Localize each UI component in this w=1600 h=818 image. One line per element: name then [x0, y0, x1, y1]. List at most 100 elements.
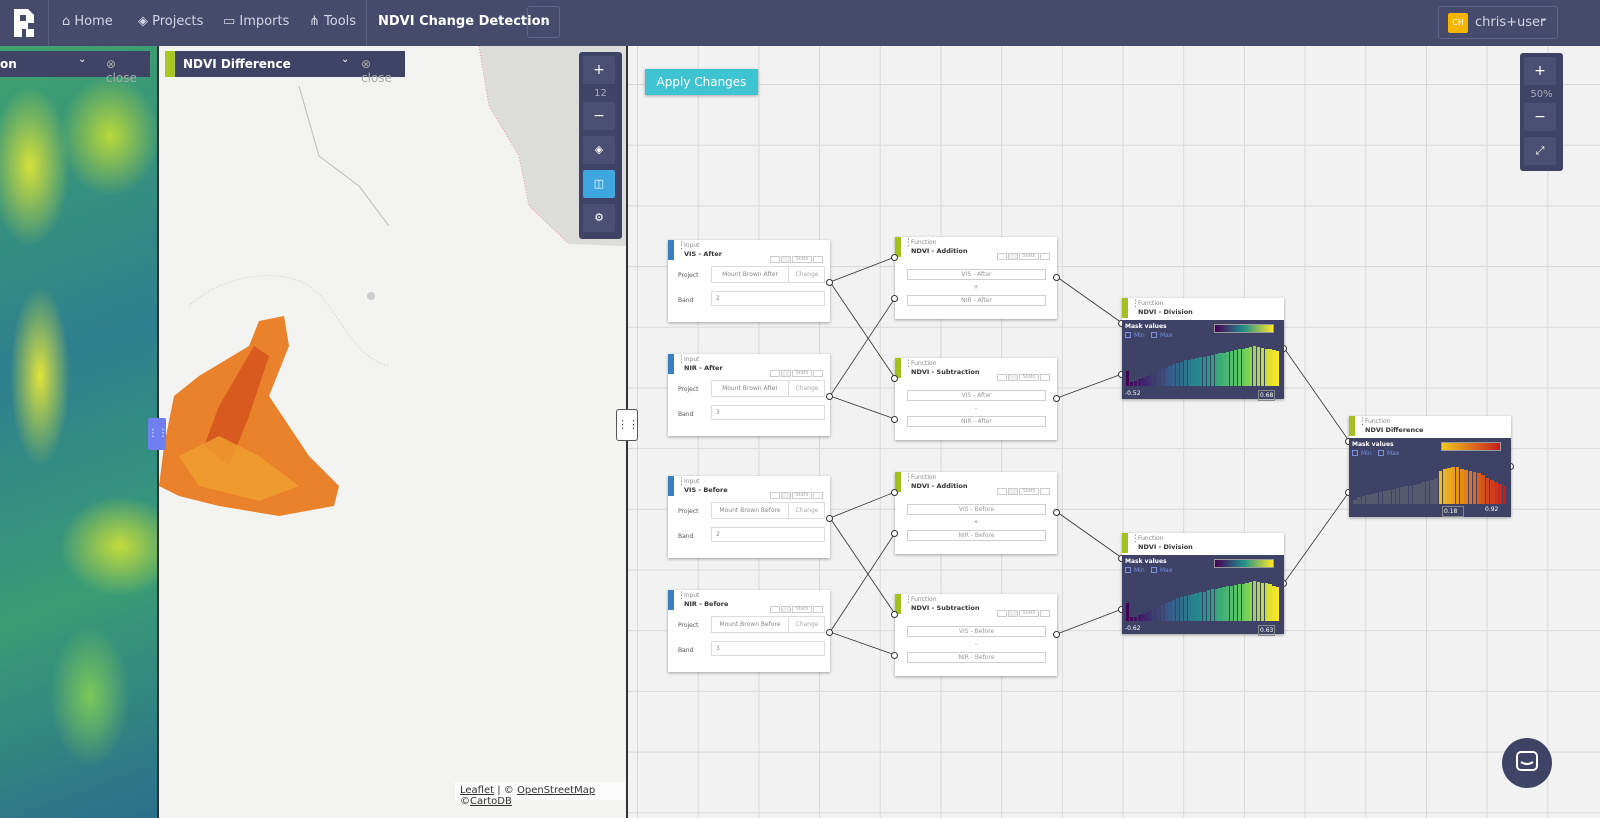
user-menu[interactable]: CH chris+user ⌄ — [1438, 6, 1558, 39]
band-field[interactable]: 2 — [711, 291, 825, 306]
change-button[interactable]: Change — [788, 267, 825, 282]
icon-button[interactable] — [997, 253, 1007, 260]
drag-dots[interactable]: ⋮ — [904, 473, 913, 483]
stats-button[interactable]: Stats — [792, 370, 812, 377]
node[interactable]: ⋮ Input NIR - Before Stats Project Mount Brow… — [668, 590, 833, 672]
icon-button[interactable] — [781, 606, 791, 613]
node[interactable]: ⋮ Function NDVI - Subtraction Stats VIS - Af… — [891, 358, 1060, 440]
menu-button[interactable] — [1040, 610, 1050, 617]
icon-button[interactable] — [770, 256, 780, 263]
checkbox[interactable] — [1151, 567, 1157, 573]
split-button[interactable]: ◫ — [583, 170, 615, 198]
band-field[interactable]: 3 — [711, 405, 825, 420]
icon-button[interactable] — [781, 370, 791, 377]
layer-panel: NDVI Difference ⌄ ⊗ close — [165, 51, 405, 85]
link[interactable]: CartoDB — [470, 796, 512, 807]
drag-dots[interactable]: ⋮ — [677, 355, 686, 365]
menu-button[interactable] — [1040, 488, 1050, 495]
menu-button[interactable] — [813, 606, 823, 613]
colorbar[interactable] — [1214, 324, 1274, 333]
drag-dots[interactable]: ⋮ — [904, 595, 913, 605]
menu-button[interactable] — [813, 492, 823, 499]
change-button[interactable]: Change — [788, 503, 825, 518]
apply-button[interactable]: Apply Changes — [645, 69, 758, 95]
icon-button[interactable] — [1008, 253, 1018, 260]
node[interactable]: ⋮ Input VIS - Before Stats Project Mount Brow… — [668, 476, 833, 558]
stats-button[interactable]: Stats — [1019, 610, 1039, 617]
node[interactable]: ⋮ Input NIR - After Stats Project Mount Brown… — [668, 354, 833, 436]
checkbox[interactable] — [1378, 450, 1384, 456]
node[interactable]: ⋮ Input VIS - After Stats Project Mount Brown… — [668, 240, 833, 322]
stats-button[interactable]: Stats — [1019, 488, 1039, 495]
caret[interactable]: ⌄ — [78, 54, 87, 65]
menu-button[interactable] — [813, 256, 823, 263]
stats-button[interactable]: Stats — [1019, 374, 1039, 381]
colorbar[interactable] — [1214, 559, 1274, 568]
zoom-in[interactable]: + — [583, 56, 615, 84]
link[interactable]: OpenStreetMap — [517, 785, 596, 796]
icon-button[interactable] — [1008, 374, 1018, 381]
icon-button[interactable] — [997, 374, 1007, 381]
stats-button[interactable]: Stats — [792, 492, 812, 499]
nav-item[interactable]: ⋔ Tools — [309, 14, 356, 29]
close-button[interactable]: ⊗ close — [361, 57, 392, 85]
drag-dots[interactable]: ⋮ — [677, 477, 686, 487]
split-handle[interactable]: ⋮⋮ — [148, 418, 168, 450]
chat-button[interactable] — [1502, 738, 1552, 788]
node[interactable]: ⋮ Function NDVI - Addition Stats VIS - After… — [891, 237, 1060, 319]
stats-button[interactable]: Stats — [792, 606, 812, 613]
checkbox[interactable] — [1352, 450, 1358, 456]
histogram-bar — [1210, 589, 1214, 621]
icon-button[interactable] — [781, 492, 791, 499]
nav-item[interactable]: ◈ Projects — [138, 14, 203, 29]
tool-dropdown[interactable]: ⌄ — [527, 6, 560, 38]
zoom-in[interactable]: + — [1524, 57, 1556, 85]
stats-button[interactable]: Stats — [1019, 253, 1039, 260]
change-button[interactable]: Change — [788, 617, 825, 632]
icon-button[interactable] — [1008, 488, 1018, 495]
icon-button[interactable] — [781, 256, 791, 263]
band-field[interactable]: 2 — [711, 527, 825, 542]
icon-button[interactable] — [770, 370, 780, 377]
zoom-out[interactable]: − — [583, 102, 615, 130]
caret[interactable]: ⌄ — [341, 54, 350, 65]
stats-button[interactable]: Stats — [792, 256, 812, 263]
icon-button[interactable] — [1008, 610, 1018, 617]
zoom-out[interactable]: − — [1524, 103, 1556, 131]
nav-item[interactable]: ▭ Imports — [223, 14, 289, 29]
menu-button[interactable] — [813, 370, 823, 377]
node[interactable]: ⋮ Function NDVI - Subtraction Stats VIS - Be… — [891, 594, 1060, 676]
band-field[interactable]: 3 — [711, 641, 825, 656]
menu-button[interactable] — [1040, 253, 1050, 260]
drag-dots[interactable]: ⋮ — [904, 359, 913, 369]
close-button[interactable]: ⊗ close — [106, 57, 137, 85]
node[interactable]: ⋮ Function NDVI - Division Mask values Min Ma… — [1118, 533, 1287, 636]
icon-button[interactable] — [770, 606, 780, 613]
arg-field: NIR - Before — [907, 652, 1046, 663]
drag-dots[interactable]: ⋮ — [677, 591, 686, 601]
icon-button[interactable] — [997, 610, 1007, 617]
node[interactable]: ⋮ Function NDVI - Addition Stats VIS - Befor… — [891, 472, 1060, 554]
link[interactable]: Leaflet — [460, 785, 495, 796]
drag-dots[interactable]: ⋮ — [1131, 534, 1140, 544]
drag-dots[interactable]: ⋮ — [904, 238, 913, 248]
node[interactable]: ⋮ Function NDVI Difference Mask values Min Ma… — [1345, 416, 1514, 517]
colorbar[interactable] — [1441, 442, 1501, 451]
checkbox[interactable] — [1125, 332, 1131, 338]
histogram-bar — [1191, 593, 1195, 621]
nav-item[interactable]: ⌂ Home — [62, 14, 113, 29]
drag-dots[interactable]: ⋮ — [677, 241, 686, 251]
checkbox[interactable] — [1151, 332, 1157, 338]
layers-button[interactable]: ◈ — [583, 136, 615, 164]
drag-dots[interactable]: ⋮ — [1358, 417, 1367, 427]
drag-dots[interactable]: ⋮ — [1131, 299, 1140, 309]
node[interactable]: ⋮ Function NDVI - Division Mask values Min Ma… — [1118, 298, 1287, 401]
settings-button[interactable]: ⚙ — [583, 204, 615, 232]
icon-button[interactable] — [770, 492, 780, 499]
menu-button[interactable] — [1040, 374, 1050, 381]
change-button[interactable]: Change — [788, 381, 825, 396]
pane-handle[interactable]: ⋮⋮ — [616, 409, 639, 441]
fit-button[interactable]: ⤢ — [1524, 137, 1556, 165]
icon-button[interactable] — [997, 488, 1007, 495]
checkbox[interactable] — [1125, 567, 1131, 573]
